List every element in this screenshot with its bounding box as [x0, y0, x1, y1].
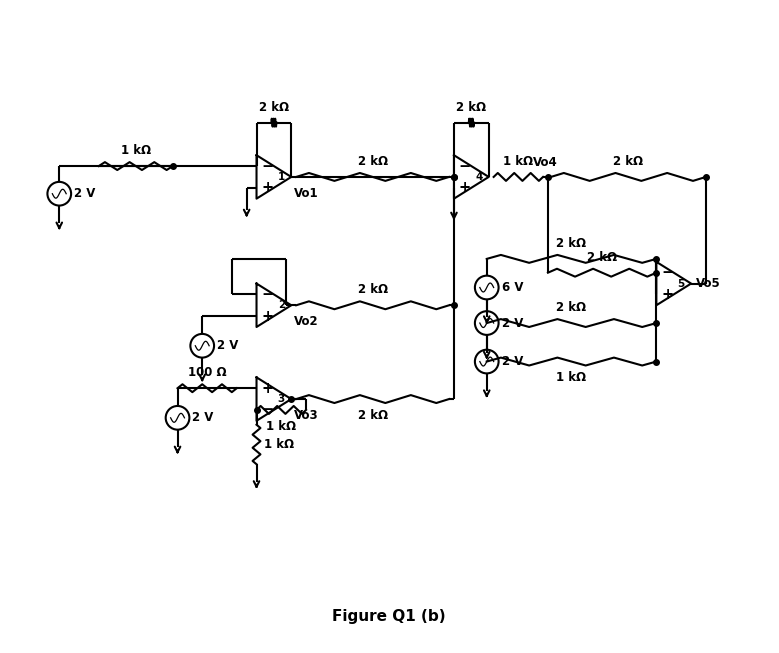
Text: +: +	[262, 180, 273, 195]
Text: 2 kΩ: 2 kΩ	[358, 155, 388, 168]
Text: 3: 3	[278, 394, 285, 404]
Text: 5: 5	[678, 279, 685, 289]
Text: 1 kΩ: 1 kΩ	[556, 372, 587, 385]
Text: 1: 1	[278, 172, 285, 182]
Text: 2 kΩ: 2 kΩ	[613, 155, 643, 168]
Text: 1 kΩ: 1 kΩ	[264, 438, 294, 451]
Text: 2 kΩ: 2 kΩ	[556, 301, 587, 314]
Text: 2 V: 2 V	[217, 340, 238, 352]
Text: 2: 2	[278, 300, 285, 310]
Text: −: −	[262, 159, 273, 174]
Text: −: −	[459, 159, 471, 174]
Text: 2 V: 2 V	[502, 317, 523, 330]
Text: 2 kΩ: 2 kΩ	[358, 283, 388, 296]
Text: Vo5: Vo5	[696, 277, 721, 290]
Text: 2 kΩ: 2 kΩ	[456, 101, 486, 114]
Text: 2 V: 2 V	[74, 187, 96, 200]
Text: +: +	[661, 287, 673, 302]
Text: −: −	[661, 265, 674, 280]
Text: 100 Ω: 100 Ω	[188, 366, 227, 379]
Text: 1 kΩ: 1 kΩ	[121, 144, 151, 157]
Text: 6 V: 6 V	[502, 281, 523, 294]
Text: 1 kΩ: 1 kΩ	[503, 155, 534, 168]
Text: Vo4: Vo4	[533, 156, 558, 169]
Text: 2 kΩ: 2 kΩ	[556, 237, 587, 250]
Text: Figure Q1 (b): Figure Q1 (b)	[332, 609, 446, 624]
Text: Vo3: Vo3	[294, 409, 319, 422]
Text: +: +	[262, 381, 273, 396]
Text: 2 kΩ: 2 kΩ	[587, 251, 617, 264]
Text: 2 kΩ: 2 kΩ	[358, 409, 388, 422]
Text: Vo2: Vo2	[294, 315, 319, 328]
Text: 2 kΩ: 2 kΩ	[259, 101, 289, 114]
Text: 2 V: 2 V	[192, 411, 213, 424]
Text: −: −	[262, 402, 273, 417]
Text: Vo1: Vo1	[294, 187, 319, 200]
Text: +: +	[459, 180, 471, 195]
Text: +: +	[262, 309, 273, 324]
Text: −: −	[262, 287, 273, 302]
Text: 4: 4	[475, 172, 482, 182]
Text: 2 V: 2 V	[502, 355, 523, 368]
Text: 1 kΩ: 1 kΩ	[266, 420, 296, 433]
